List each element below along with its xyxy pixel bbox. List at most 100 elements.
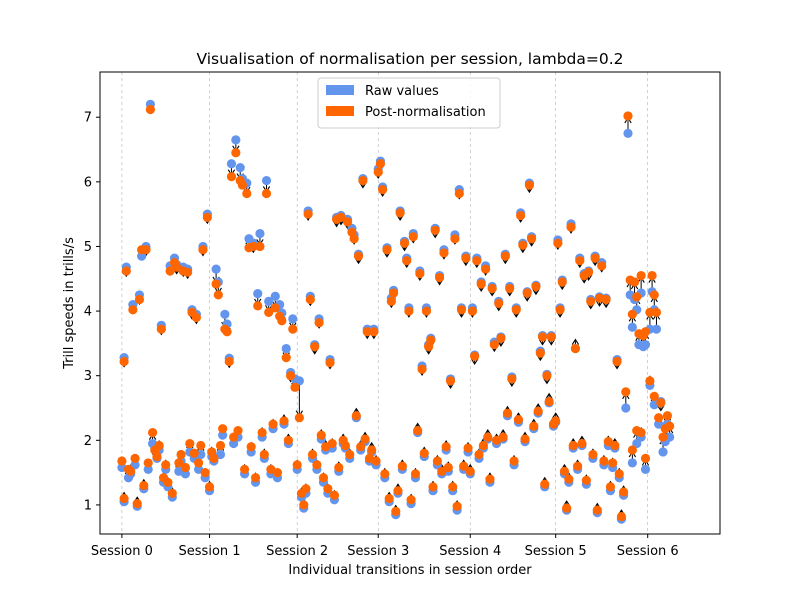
post-normalisation-point (277, 316, 287, 326)
post-normalisation-point (441, 442, 451, 452)
post-normalisation-point (421, 306, 432, 316)
post-normalisation-point (665, 421, 675, 431)
post-normalisation-point (329, 490, 340, 500)
post-normalisation-point (537, 332, 548, 342)
post-normalisation-point (513, 415, 524, 425)
post-normalisation-point (167, 488, 177, 498)
raw-value-point (658, 447, 668, 457)
post-normalisation-point (316, 430, 326, 440)
post-normalisation-point (242, 188, 252, 199)
post-normalisation-point (342, 217, 353, 227)
raw-value-point (255, 228, 265, 239)
post-normalisation-point (117, 456, 127, 466)
legend-swatch-post-normalisation (326, 106, 354, 116)
post-normalisation-point (404, 306, 414, 316)
post-normalisation-point (529, 421, 539, 431)
post-normalisation-point (382, 245, 392, 255)
post-normalisation-point (185, 438, 195, 449)
post-normalisation-point (555, 305, 565, 315)
post-normalisation-point (358, 175, 368, 186)
post-normalisation-point (461, 253, 471, 263)
post-normalisation-point (526, 234, 537, 244)
post-normalisation-point (281, 353, 291, 363)
post-normalisation-point (356, 442, 366, 452)
y-tick-label: 3 (84, 369, 92, 384)
post-normalisation-point (250, 473, 261, 483)
post-normalisation-point (577, 438, 587, 449)
post-normalisation-point (176, 449, 186, 460)
raw-value-point (220, 309, 230, 319)
post-normalisation-point (174, 458, 184, 468)
post-normalisation-point (200, 468, 210, 478)
post-normalisation-point (439, 248, 449, 258)
raw-value-point (640, 340, 651, 350)
post-normalisation-point (553, 238, 563, 248)
post-normalisation-point (417, 364, 427, 374)
post-normalisation-point (636, 427, 646, 438)
post-normalisation-point (476, 279, 486, 289)
legend: Raw values Post-normalisation (317, 77, 501, 129)
post-normalisation-point (430, 225, 440, 235)
post-normalisation-point (353, 251, 364, 261)
raw-value-point (632, 438, 642, 449)
post-normalisation-point (334, 462, 344, 473)
y-tick-label: 6 (84, 175, 92, 190)
post-normalisation-point (470, 351, 480, 361)
post-normalisation-point (134, 294, 145, 305)
raw-value-point (627, 458, 637, 468)
post-normalisation-point (279, 416, 289, 426)
post-normalisation-point (608, 458, 618, 468)
x-tick-label: Session 3 (347, 544, 409, 559)
post-normalisation-point (119, 493, 129, 504)
post-normalisation-point (535, 348, 545, 358)
post-normalisation-point (211, 279, 221, 289)
post-normalisation-point (651, 307, 662, 317)
post-normalisation-point (345, 449, 355, 460)
post-normalisation-point (299, 500, 309, 510)
post-normalisation-point (494, 298, 504, 308)
post-normalisation-point (463, 443, 473, 453)
post-normalisation-point (371, 456, 381, 466)
post-normalisation-point (627, 445, 637, 455)
post-normalisation-point (489, 340, 499, 350)
raw-value-point (270, 291, 280, 301)
post-normalisation-point (640, 453, 651, 463)
y-tick-label: 2 (84, 434, 92, 449)
post-normalisation-point (636, 270, 646, 281)
post-normalisation-point (161, 460, 171, 470)
post-normalisation-point (627, 309, 637, 319)
post-normalisation-point (516, 210, 526, 221)
post-normalisation-point (156, 324, 166, 334)
post-normalisation-point (209, 453, 219, 463)
post-normalisation-point (399, 238, 410, 248)
post-normalisation-point (132, 499, 142, 509)
legend-box (317, 77, 501, 129)
post-normalisation-point (502, 408, 513, 418)
post-normalisation-point (406, 495, 416, 505)
post-normalisation-point (551, 416, 561, 426)
x-axis: Session 0 Session 1 Session 2 Session 3 Sess… (91, 534, 679, 559)
post-normalisation-point (222, 327, 232, 337)
raw-value-point (235, 163, 245, 173)
post-normalisation-point (336, 212, 346, 222)
post-normalisation-point (415, 269, 425, 279)
post-normalisation-point (610, 440, 620, 451)
post-normalisation-point (233, 426, 243, 436)
post-normalisation-point (557, 277, 567, 287)
raw-value-point (621, 403, 631, 413)
post-normalisation-point (623, 111, 633, 121)
post-normalisation-point (662, 411, 673, 421)
post-normalisation-point (292, 460, 302, 470)
raw-value-point (253, 289, 263, 299)
post-normalisation-point (640, 327, 651, 337)
post-normalisation-point (434, 272, 445, 283)
post-normalisation-point (323, 484, 333, 494)
post-normalisation-point (126, 466, 136, 476)
post-normalisation-point (288, 324, 298, 334)
post-normalisation-point (599, 456, 609, 466)
post-normalisation-point (261, 188, 272, 199)
post-normalisation-point (410, 469, 421, 479)
post-normalisation-point (257, 427, 267, 438)
post-normalisation-point (487, 283, 497, 294)
post-normalisation-point (647, 270, 657, 281)
